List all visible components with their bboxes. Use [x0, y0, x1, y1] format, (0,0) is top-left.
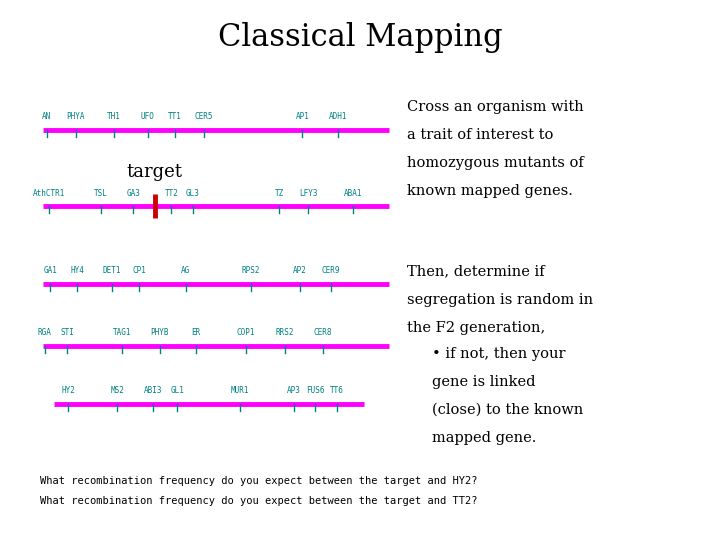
- Text: CER8: CER8: [313, 328, 332, 337]
- Text: What recombination frequency do you expect between the target and TT2?: What recombination frequency do you expe…: [40, 496, 477, 506]
- Text: PHYA: PHYA: [66, 112, 85, 121]
- Text: RGA: RGA: [37, 328, 52, 337]
- Text: GA3: GA3: [126, 188, 140, 198]
- Text: TSL: TSL: [94, 188, 108, 198]
- Text: homozygous mutants of: homozygous mutants of: [407, 156, 583, 170]
- Text: mapped gene.: mapped gene.: [432, 431, 536, 445]
- Text: TT1: TT1: [168, 112, 182, 121]
- Text: PHYB: PHYB: [150, 328, 169, 337]
- Text: GA1: GA1: [43, 266, 58, 275]
- Text: AP2: AP2: [292, 266, 307, 275]
- Text: DET1: DET1: [102, 266, 121, 275]
- Text: CER5: CER5: [194, 112, 213, 121]
- Text: UFO: UFO: [140, 112, 155, 121]
- Text: RRS2: RRS2: [276, 328, 294, 337]
- Text: • if not, then your: • if not, then your: [432, 347, 565, 361]
- Text: Cross an organism with: Cross an organism with: [407, 100, 583, 114]
- Text: Classical Mapping: Classical Mapping: [217, 22, 503, 52]
- Text: MUR1: MUR1: [230, 386, 249, 395]
- Text: (close) to the known: (close) to the known: [432, 403, 583, 417]
- Text: AN: AN: [42, 112, 51, 121]
- Text: RPS2: RPS2: [241, 266, 260, 275]
- Text: GL3: GL3: [186, 188, 200, 198]
- Text: GL1: GL1: [170, 386, 184, 395]
- Text: HY4: HY4: [70, 266, 84, 275]
- Text: CER9: CER9: [322, 266, 341, 275]
- Text: known mapped genes.: known mapped genes.: [407, 184, 572, 198]
- Text: ER: ER: [192, 328, 200, 337]
- Text: AP3: AP3: [287, 386, 301, 395]
- Text: AthCTR1: AthCTR1: [33, 188, 65, 198]
- Text: HY2: HY2: [61, 386, 76, 395]
- Text: FUS6: FUS6: [306, 386, 325, 395]
- Text: What recombination frequency do you expect between the target and HY2?: What recombination frequency do you expe…: [40, 476, 477, 487]
- Text: MS2: MS2: [110, 386, 125, 395]
- Text: ABA1: ABA1: [343, 188, 362, 198]
- Text: TAG1: TAG1: [113, 328, 132, 337]
- Text: TT6: TT6: [330, 386, 344, 395]
- Text: LFY3: LFY3: [299, 188, 318, 198]
- Text: CP1: CP1: [132, 266, 146, 275]
- Text: AG: AG: [181, 266, 190, 275]
- Text: TT2: TT2: [164, 188, 179, 198]
- Text: TH1: TH1: [107, 112, 121, 121]
- Text: ADH1: ADH1: [329, 112, 348, 121]
- Text: COP1: COP1: [237, 328, 256, 337]
- Text: gene is linked: gene is linked: [432, 375, 536, 389]
- Text: Then, determine if: Then, determine if: [407, 265, 544, 279]
- Text: ABI3: ABI3: [144, 386, 163, 395]
- Text: target: target: [127, 163, 183, 181]
- Text: segregation is random in: segregation is random in: [407, 293, 593, 307]
- Text: the F2 generation,: the F2 generation,: [407, 321, 545, 335]
- Text: STI: STI: [60, 328, 74, 337]
- Text: AP1: AP1: [295, 112, 310, 121]
- Text: TZ: TZ: [275, 188, 284, 198]
- Text: a trait of interest to: a trait of interest to: [407, 128, 553, 142]
